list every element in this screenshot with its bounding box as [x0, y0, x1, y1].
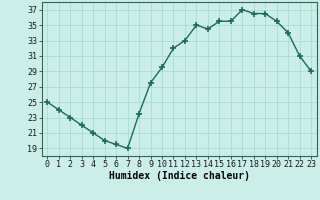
X-axis label: Humidex (Indice chaleur): Humidex (Indice chaleur)	[109, 171, 250, 181]
